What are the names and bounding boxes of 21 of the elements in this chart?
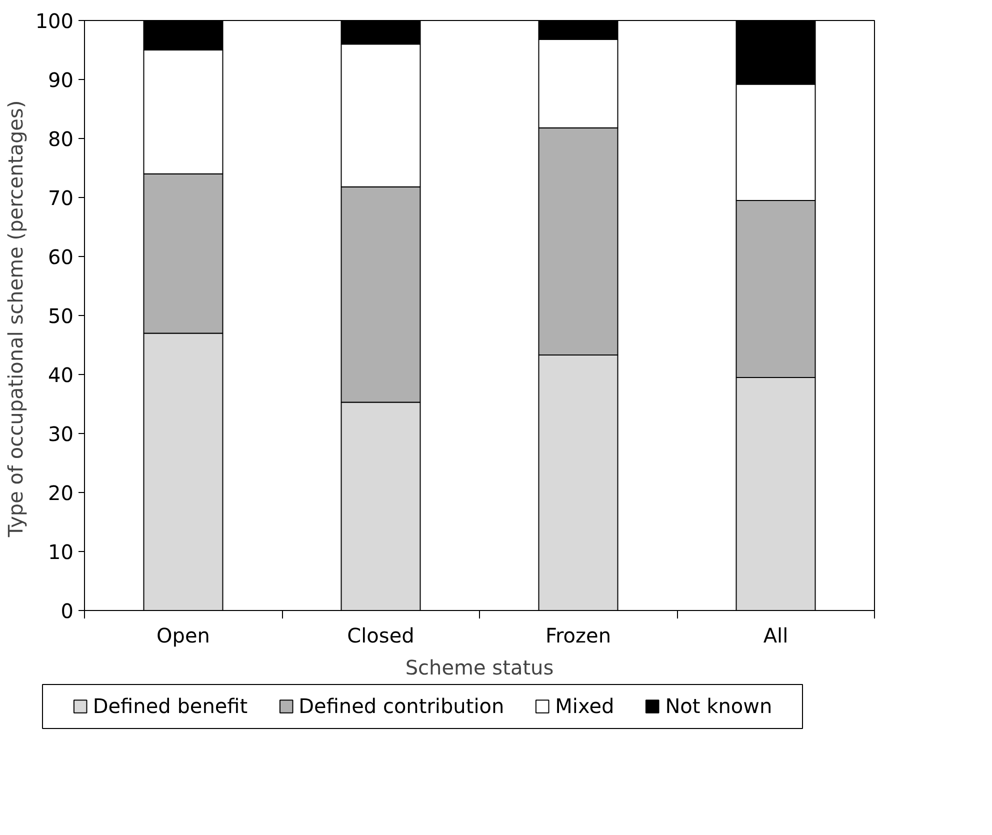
legend-label: Defined benefit: [92, 694, 248, 718]
y-tick-label: 60: [48, 245, 74, 269]
y-tick-label: 20: [48, 481, 74, 505]
y-tick-label: 80: [48, 127, 74, 151]
x-tick-label: All: [763, 624, 788, 648]
x-tick-label: Closed: [347, 624, 414, 648]
y-tick-label: 30: [48, 422, 74, 446]
x-axis-title: Scheme status: [405, 656, 554, 680]
y-axis-title: Type of occupational scheme (percentages): [3, 100, 28, 538]
x-tick-label: Open: [156, 624, 210, 648]
y-tick-label: 90: [48, 68, 74, 92]
y-tick-label: 10: [48, 540, 74, 564]
legend-label: Not known: [665, 694, 772, 718]
x-tick-label: Frozen: [545, 624, 612, 648]
y-tick-label: 0: [60, 599, 74, 623]
legend-label: Mixed: [555, 694, 614, 718]
y-tick-label: 100: [35, 9, 74, 33]
legend-label: Defined contribution: [298, 694, 504, 718]
y-tick-label: 70: [48, 186, 74, 210]
y-tick-label: 50: [48, 304, 74, 328]
y-tick-label: 40: [48, 363, 74, 387]
